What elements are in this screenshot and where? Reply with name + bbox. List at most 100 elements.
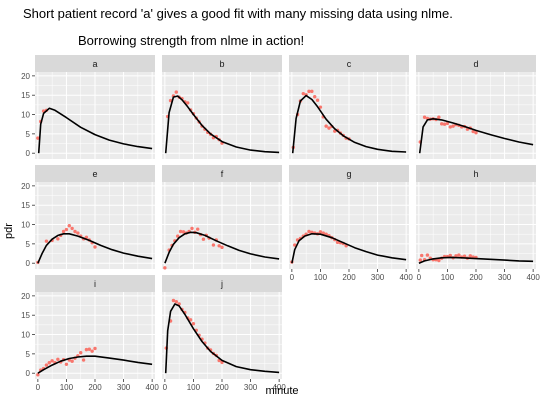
facet-panel-f: f	[162, 165, 282, 270]
x-tick-label: 100	[60, 383, 74, 392]
facet-strip-label: a	[92, 59, 97, 69]
x-tick-label: 0	[36, 383, 41, 392]
data-point	[451, 124, 455, 128]
data-point	[191, 322, 196, 326]
data-point	[70, 359, 74, 363]
figure-caption: Short patient record 'a' gives a good fi…	[23, 6, 453, 21]
fitted-curve	[418, 256, 534, 264]
fitted-curve	[37, 233, 153, 264]
data-point	[437, 115, 441, 119]
data-point	[44, 363, 49, 367]
fitted-curve	[418, 118, 534, 154]
y-tick-label: 0	[26, 369, 31, 378]
data-point	[174, 90, 178, 94]
x-tick-label: 300	[117, 383, 131, 392]
facet-panel-b: b	[162, 55, 282, 159]
data-point	[217, 244, 221, 248]
data-point	[181, 230, 186, 234]
data-point	[56, 357, 60, 361]
x-tick-label: 200	[469, 273, 483, 282]
data-point	[440, 122, 444, 126]
x-tick-label: 200	[215, 383, 229, 392]
data-point	[442, 122, 447, 126]
facet-strip	[289, 165, 409, 182]
data-point	[64, 227, 69, 232]
data-point	[318, 105, 323, 109]
chart-title: Borrowing strength from nlme in action!	[78, 33, 305, 48]
x-tick-label: 400	[399, 273, 413, 282]
x-tick-label: 0	[163, 383, 168, 392]
facet-strip-label: b	[219, 59, 224, 69]
x-tick-label: 300	[371, 273, 385, 282]
data-point	[445, 121, 450, 126]
data-point	[188, 318, 193, 322]
data-point	[471, 129, 475, 134]
facet-panel-a: a 0 5 10 15 20	[21, 55, 155, 159]
data-point	[36, 373, 40, 377]
facet-strip-label: c	[347, 59, 352, 69]
data-point	[79, 351, 83, 355]
y-tick-label: 15	[21, 311, 30, 320]
y-tick-label: 10	[21, 111, 30, 120]
facet-strip	[35, 275, 155, 292]
x-tick-label: 300	[244, 383, 258, 392]
data-point	[47, 361, 51, 365]
x-axis-label: minute	[265, 385, 298, 397]
facet-panel-h: h 0 100 200 300 400	[416, 165, 540, 282]
data-point	[36, 136, 40, 140]
fitted-curve	[291, 94, 407, 154]
fitted-curve	[291, 233, 407, 264]
x-tick-label: 400	[145, 383, 159, 392]
facet-strip-label: g	[346, 169, 351, 179]
facet-panel-e: e 0 5 10 15 20	[21, 165, 155, 269]
x-tick-label: 100	[441, 273, 455, 282]
data-point	[81, 358, 86, 362]
data-point	[321, 231, 325, 235]
data-point	[211, 243, 216, 247]
data-point	[425, 253, 430, 257]
x-tick-label: 300	[498, 273, 512, 282]
y-tick-label: 5	[26, 350, 31, 359]
y-tick-label: 5	[26, 130, 31, 139]
data-point	[307, 229, 311, 234]
data-point	[313, 95, 317, 99]
fitted-curve	[37, 355, 153, 374]
data-point	[324, 124, 328, 128]
data-point	[93, 346, 97, 351]
facet-strip	[35, 165, 155, 182]
facet-strip-label: h	[473, 169, 478, 179]
data-point	[315, 98, 320, 102]
fitted-curve	[164, 231, 280, 264]
data-point	[448, 253, 452, 258]
x-tick-label: 100	[314, 273, 328, 282]
fitted-curve	[37, 107, 153, 154]
x-tick-label: 400	[272, 383, 286, 392]
data-point	[437, 258, 441, 263]
data-point	[84, 347, 89, 352]
data-point	[422, 115, 427, 119]
x-tick-label: 200	[342, 273, 356, 282]
y-tick-label: 0	[26, 149, 31, 158]
facet-strip	[162, 165, 282, 182]
data-point	[468, 254, 472, 258]
y-tick-label: 20	[21, 182, 30, 191]
data-point	[87, 347, 91, 351]
data-point	[454, 254, 458, 258]
data-point	[186, 101, 190, 105]
y-tick-label: 15	[21, 201, 30, 210]
data-point	[190, 226, 194, 231]
x-tick-label: 0	[290, 273, 295, 282]
data-point	[201, 237, 206, 241]
data-point	[474, 131, 478, 135]
facet-strip	[289, 55, 409, 72]
facet-strip	[162, 275, 282, 292]
fitted-curve	[164, 303, 280, 374]
facet-panel-j: j 0 100 200 300 400	[162, 275, 286, 392]
data-point	[67, 223, 71, 228]
y-tick-label: 20	[21, 72, 30, 81]
data-point	[420, 253, 424, 258]
data-point	[163, 266, 167, 270]
x-tick-label: 100	[187, 383, 201, 392]
